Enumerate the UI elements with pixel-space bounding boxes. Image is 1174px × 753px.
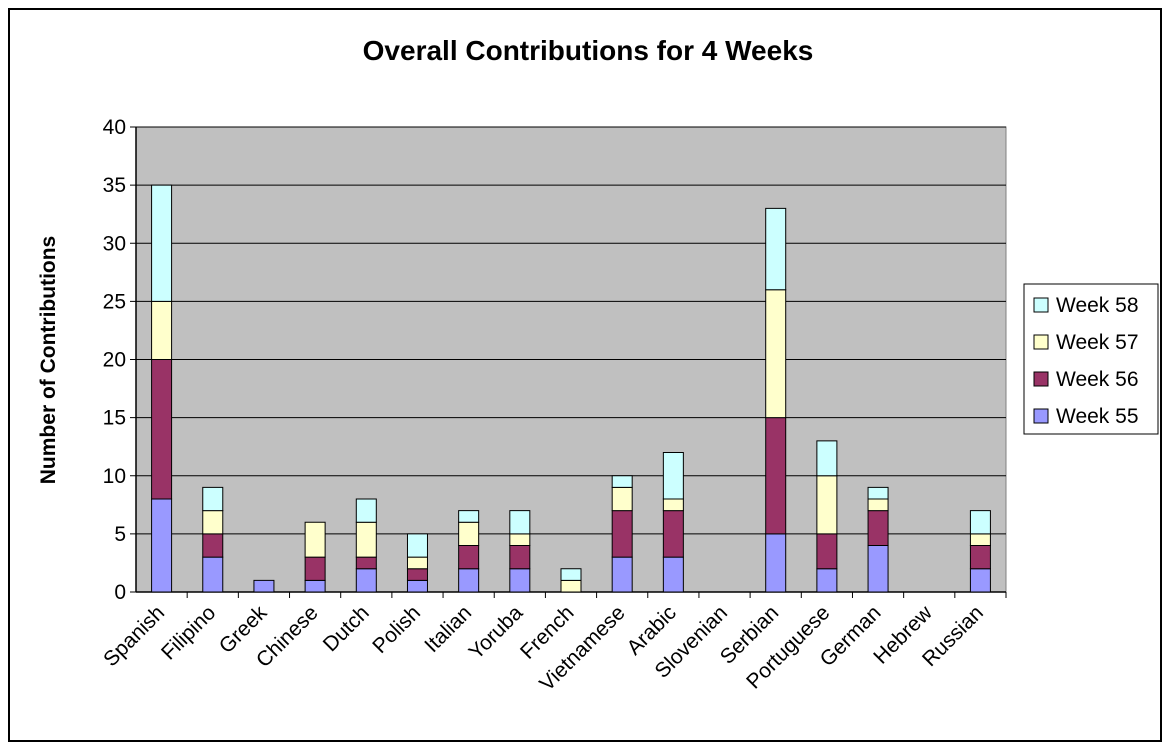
chart: Overall Contributions for 4 Weeks Number…	[37, 35, 1159, 696]
bar-german-week-58	[867, 486, 889, 500]
legend-label: Week 56	[1056, 368, 1139, 391]
bar-arabic-week-55	[662, 556, 684, 593]
chart-frame: Overall Contributions for 4 Weeks Number…	[8, 8, 1162, 742]
y-tick-label: 10	[103, 465, 126, 488]
bar-polish-week-58	[406, 533, 428, 558]
bar-spanish-week-56	[151, 359, 173, 500]
y-tick-label: 15	[103, 407, 126, 430]
bar-italian-week-55	[458, 568, 480, 593]
bar-filipino-week-57	[202, 510, 224, 535]
y-tick-label: 35	[103, 174, 126, 197]
bar-dutch-week-56	[355, 556, 377, 570]
legend-swatch	[1033, 334, 1049, 350]
bar-yoruba-week-57	[509, 533, 531, 546]
y-tick-label: 30	[103, 232, 126, 255]
bar-chinese-week-57	[304, 521, 326, 558]
bar-spanish-week-57	[151, 300, 173, 360]
legend: Week 58 Week 57 Week 56 Week 55	[1023, 283, 1159, 435]
x-tick-label-spanish: Spanish	[99, 601, 169, 671]
bar-serbian-week-57	[765, 289, 787, 419]
bar-german-week-55	[867, 545, 889, 593]
bar-arabic-week-56	[662, 510, 684, 558]
bar-italian-week-57	[458, 521, 480, 546]
bar-spanish-week-55	[151, 498, 173, 593]
plot-area: 0510152025303540SpanishFilipinoGreekChin…	[99, 116, 1007, 696]
legend-label: Week 58	[1056, 294, 1139, 317]
bar-portuguese-week-58	[816, 440, 838, 477]
bar-french-week-57	[560, 579, 582, 593]
bar-french-week-58	[560, 568, 582, 581]
bar-serbian-week-55	[765, 533, 787, 593]
y-axis-label: Number of Contributions	[37, 236, 60, 484]
bar-greek-week-55	[253, 579, 275, 593]
bar-filipino-week-56	[202, 533, 224, 558]
x-tick-label-polish: Polish	[368, 601, 425, 658]
bar-italian-week-58	[458, 510, 480, 523]
bar-yoruba-week-58	[509, 510, 531, 535]
bar-russian-week-58	[969, 510, 991, 535]
bar-polish-week-56	[406, 568, 428, 581]
bar-portuguese-week-55	[816, 568, 838, 593]
bar-russian-week-57	[969, 533, 991, 546]
bar-vietnamese-week-57	[611, 486, 633, 512]
bar-vietnamese-week-56	[611, 510, 633, 558]
y-tick-label: 0	[114, 581, 126, 604]
y-tick-label: 5	[114, 523, 126, 546]
bar-serbian-week-58	[765, 207, 787, 291]
bar-filipino-week-55	[202, 556, 224, 593]
bar-yoruba-week-56	[509, 545, 531, 570]
bar-german-week-56	[867, 510, 889, 546]
bar-polish-week-55	[406, 579, 428, 593]
legend-swatch	[1033, 297, 1049, 313]
y-tick-label: 20	[103, 349, 126, 372]
bar-chinese-week-55	[304, 579, 326, 593]
chart-title: Overall Contributions for 4 Weeks	[363, 35, 814, 66]
bar-dutch-week-58	[355, 498, 377, 523]
legend-swatch	[1033, 371, 1049, 387]
bar-german-week-57	[867, 498, 889, 512]
bar-arabic-week-58	[662, 452, 684, 500]
legend-label: Week 57	[1056, 331, 1139, 354]
bar-russian-week-56	[969, 545, 991, 570]
bar-filipino-week-58	[202, 486, 224, 512]
bar-vietnamese-week-58	[611, 475, 633, 488]
x-tick-label-yoruba: Yoruba	[465, 601, 528, 664]
bar-dutch-week-55	[355, 568, 377, 593]
bar-serbian-week-56	[765, 417, 787, 535]
bar-chinese-week-56	[304, 556, 326, 581]
bar-dutch-week-57	[355, 521, 377, 558]
x-tick-label-filipino: Filipino	[157, 601, 220, 664]
bar-portuguese-week-56	[816, 533, 838, 570]
bar-polish-week-57	[406, 556, 428, 570]
legend-label: Week 55	[1056, 405, 1139, 428]
bar-italian-week-56	[458, 545, 480, 570]
bar-portuguese-week-57	[816, 475, 838, 535]
y-tick-label: 25	[103, 290, 126, 313]
legend-swatch	[1033, 408, 1049, 424]
x-tick-label-dutch: Dutch	[319, 601, 374, 656]
bar-russian-week-55	[969, 568, 991, 593]
bar-spanish-week-58	[151, 184, 173, 302]
y-tick-label: 40	[103, 116, 126, 139]
bar-arabic-week-57	[662, 498, 684, 512]
bar-yoruba-week-55	[509, 568, 531, 593]
bar-vietnamese-week-55	[611, 556, 633, 593]
